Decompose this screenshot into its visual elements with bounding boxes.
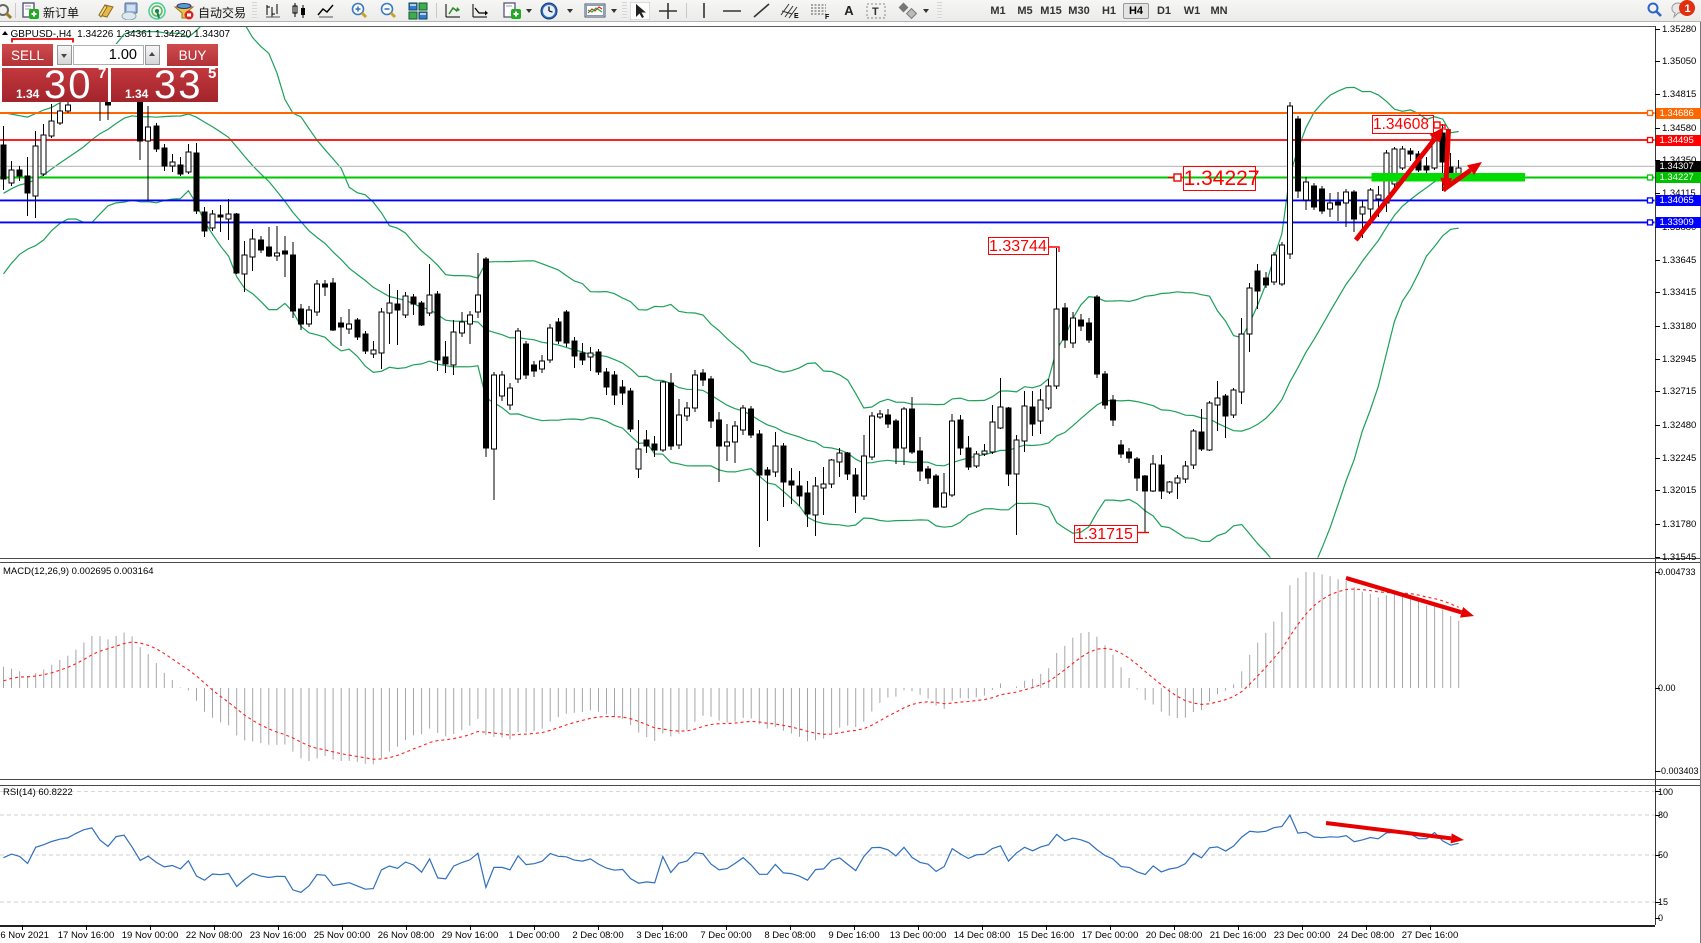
- svg-text:F: F: [825, 14, 830, 20]
- svg-text:1: 1: [1685, 3, 1691, 15]
- svg-text:E: E: [794, 13, 799, 20]
- svg-text:T: T: [872, 6, 879, 18]
